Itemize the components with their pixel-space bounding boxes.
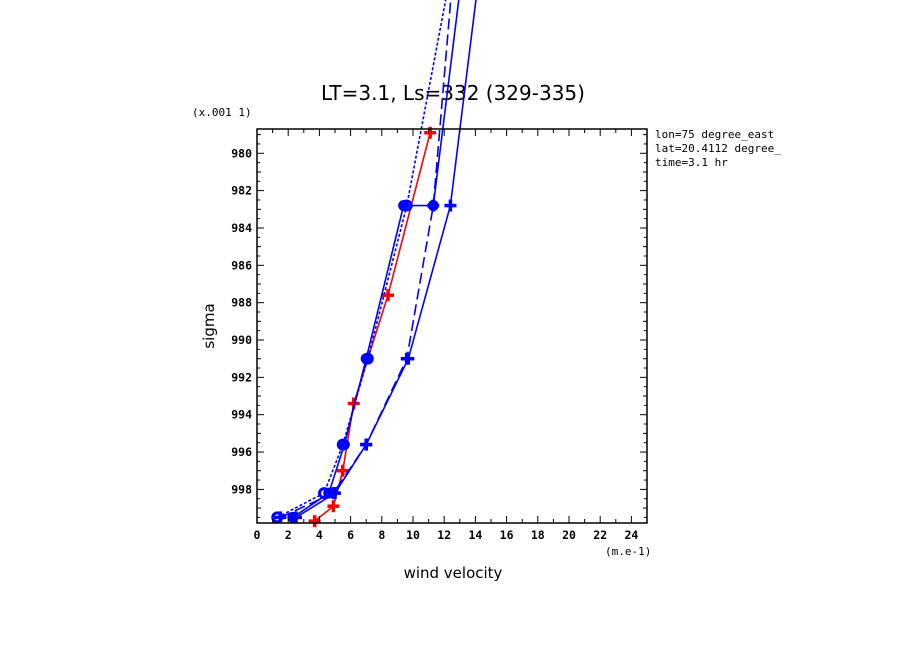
- series-line-4: [295, 0, 477, 519]
- x-tick-label: 4: [316, 528, 323, 542]
- y-tick-label: 982: [231, 184, 252, 198]
- data-point-plus: [308, 515, 321, 528]
- chart-title: LT=3.1, Ls=332 (329-335): [321, 81, 585, 105]
- series-group: [271, 0, 477, 528]
- y-tick-label: 990: [231, 333, 252, 347]
- x-tick-label: 2: [285, 528, 292, 542]
- data-point-plus: [427, 199, 440, 212]
- annotation-lat: lat=20.4112 degree_: [655, 142, 781, 155]
- y-scale-note: (x.001 1): [192, 106, 252, 119]
- series-line-2: [292, 0, 460, 519]
- y-tick-label: 980: [231, 146, 252, 160]
- x-tick-label: 12: [437, 528, 451, 542]
- data-point-plus: [274, 511, 287, 524]
- data-point-plus: [402, 352, 415, 365]
- y-tick-label: 988: [231, 296, 252, 310]
- data-point-circle: [360, 353, 372, 365]
- series-line-0: [314, 132, 431, 522]
- y-tick-label: 996: [231, 445, 252, 459]
- x-tick-label: 8: [378, 528, 385, 542]
- annotation-time: time=3.1 hr: [655, 156, 728, 169]
- x-tick-label: 20: [562, 528, 576, 542]
- data-point-plus: [327, 500, 340, 513]
- data-point-circle: [398, 200, 410, 212]
- data-point-plus: [444, 199, 457, 212]
- plot-frame: [256, 128, 648, 524]
- y-tick-label: 994: [231, 408, 252, 422]
- y-tick-label: 986: [231, 258, 252, 272]
- data-point-plus: [336, 464, 349, 477]
- y-tick-label: 992: [231, 370, 252, 384]
- x-tick-label: 24: [624, 528, 638, 542]
- x-axis-label: wind velocity: [404, 564, 503, 582]
- x-tick-label: 22: [593, 528, 607, 542]
- data-point-plus: [290, 511, 302, 524]
- data-point-plus: [382, 289, 395, 302]
- y-tick-label: 998: [231, 482, 252, 496]
- series-line-1: [276, 0, 447, 519]
- x-tick-label: 18: [531, 528, 545, 542]
- x-tick-label: 16: [500, 528, 514, 542]
- y-tick-label: 984: [231, 221, 252, 235]
- annotation-lon: lon=75 degree_east: [655, 128, 774, 141]
- x-tick-label: 10: [406, 528, 420, 542]
- data-point-circle: [338, 439, 350, 451]
- x-tick-label: 14: [468, 528, 482, 542]
- data-point-plus: [360, 438, 373, 451]
- x-tick-label: 0: [254, 528, 261, 542]
- x-tick-label: 6: [347, 528, 354, 542]
- data-point-plus: [329, 487, 341, 500]
- axes-group: 0 2 4 6 8 10 12 14 16 18 20 22 249809829849869889909…: [231, 128, 648, 542]
- x-units-label: (m.e-1): [605, 545, 651, 558]
- y-axis-label: sigma: [200, 303, 218, 348]
